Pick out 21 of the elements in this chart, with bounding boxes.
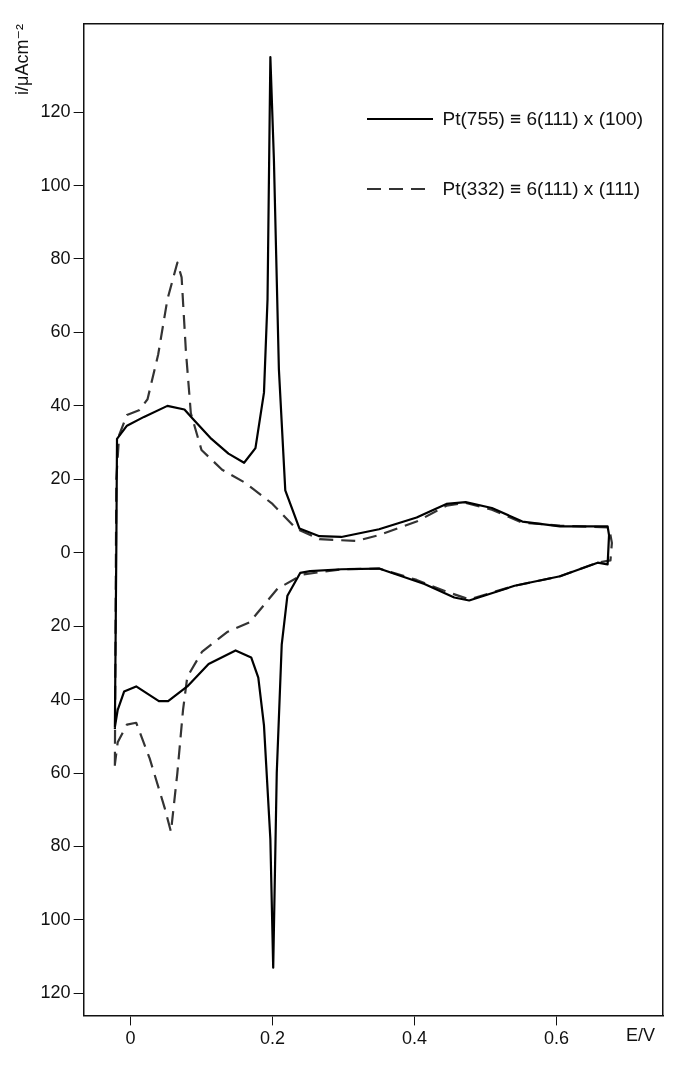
y-tick-label: 80 <box>50 835 71 856</box>
y-tick-label: 100 <box>40 174 71 195</box>
y-tick-label: 60 <box>50 321 71 342</box>
y-tick-label: 0 <box>60 541 71 562</box>
y-tick-label: 120 <box>40 101 71 122</box>
x-axis-title: E/V <box>625 1025 655 1046</box>
y-tick-label: 60 <box>50 762 71 783</box>
x-tick-label: 0.4 <box>401 1028 428 1049</box>
x-tick-label: 0.2 <box>259 1028 286 1049</box>
x-tick-label: 0.6 <box>543 1028 570 1049</box>
y-tick-label: 40 <box>50 394 71 415</box>
x-tick-label: 0 <box>125 1028 136 1049</box>
y-tick-label: 20 <box>50 615 71 636</box>
y-tick-label: 100 <box>40 908 71 929</box>
y-tick-label: 80 <box>50 247 71 268</box>
y-tick-label: 120 <box>40 982 71 1003</box>
y-tick-label: 40 <box>50 688 71 709</box>
y-axis-title: i/μAcm⁻² <box>11 24 32 95</box>
legend-label: Pt(755) ≡ 6(111) x (100) <box>442 108 643 130</box>
y-tick-label: 20 <box>50 468 71 489</box>
legend-label: Pt(332) ≡ 6(111) x (111) <box>442 178 641 200</box>
